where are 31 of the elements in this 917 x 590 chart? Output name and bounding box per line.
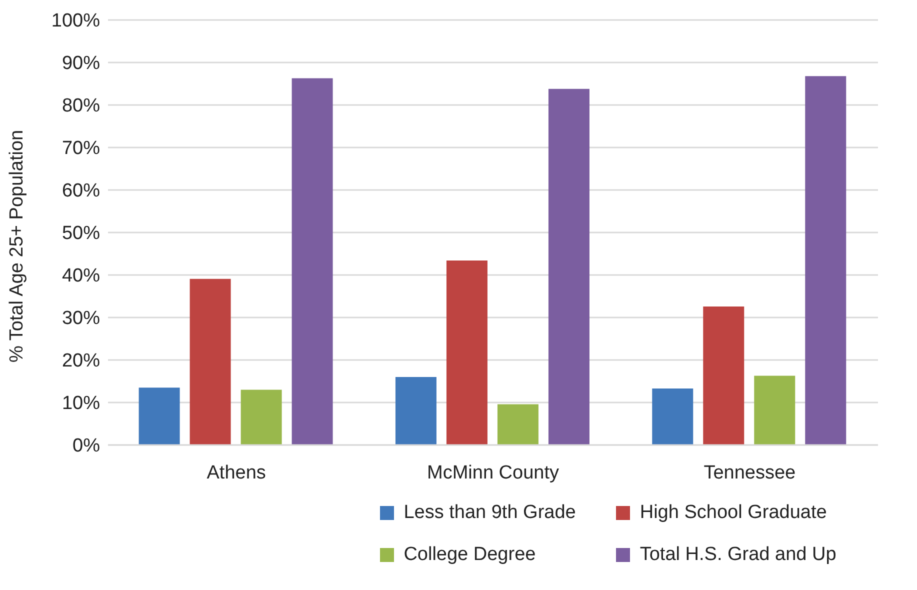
y-tick-label: 100% <box>51 10 100 32</box>
y-tick-label: 70% <box>62 138 100 160</box>
bar <box>652 388 694 445</box>
bar <box>805 76 846 445</box>
legend-label: Less than 9th Grade <box>404 501 576 525</box>
y-tick-label: 80% <box>62 96 100 117</box>
y-tick-label: 0% <box>72 436 100 457</box>
y-axis-title: % Total Age 25+ Population <box>6 130 28 362</box>
y-tick-label: 60% <box>62 180 100 202</box>
y-tick-label: 90% <box>62 53 100 74</box>
bar <box>240 390 282 445</box>
bar <box>754 376 796 445</box>
bar <box>548 88 590 445</box>
legend-label: College Degree <box>404 543 536 567</box>
legend-label: High School Graduate <box>640 501 827 525</box>
legend-label: Total H.S. Grad and Up <box>640 543 836 567</box>
bar <box>703 306 744 445</box>
x-tick-label: Athens <box>206 462 266 484</box>
y-tick-label: 20% <box>62 350 100 372</box>
y-tick-label: 30% <box>62 308 100 330</box>
bar <box>497 404 538 445</box>
bar <box>446 260 488 445</box>
bar <box>292 78 333 445</box>
bar <box>138 388 180 445</box>
bar <box>395 377 436 445</box>
x-tick-label: McMinn County <box>427 462 560 484</box>
y-tick-label: 50% <box>62 223 100 244</box>
x-tick-label: Tennessee <box>704 462 796 484</box>
y-tick-label: 40% <box>62 266 100 287</box>
bar <box>190 278 231 445</box>
y-tick-label: 10% <box>62 393 100 414</box>
